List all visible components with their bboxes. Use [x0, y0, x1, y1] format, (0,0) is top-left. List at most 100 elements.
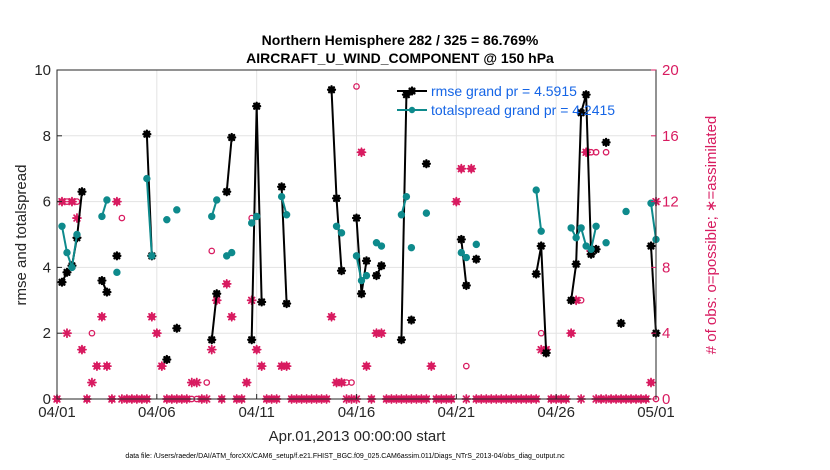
spread-point [572, 234, 580, 242]
spread-point [577, 224, 585, 232]
rmse-point-stroke [223, 188, 231, 196]
obs-assimilated-point-stroke [327, 313, 336, 321]
obs-assimilated-point-stroke [227, 313, 236, 321]
rmse-point-stroke [278, 183, 286, 191]
rmse-point [62, 267, 72, 277]
obs-assimilated-point [251, 344, 262, 355]
rmse-point [581, 90, 591, 100]
obs-assimilated-point [281, 361, 292, 372]
spread-point [73, 230, 81, 239]
obs-assimilated-point-stroke [337, 378, 346, 387]
obs-assimilated-point-stroke [208, 345, 216, 354]
rmse-point [401, 90, 412, 100]
x-tick-label: 04/11 [238, 404, 274, 421]
rmse-point [566, 295, 576, 305]
obs-assimilated-point-stroke [357, 148, 366, 156]
rmse-line [225, 137, 233, 192]
spread-point [213, 196, 221, 204]
totalspread-line [535, 189, 543, 232]
obs-assimilated-point [356, 147, 367, 158]
rmse-point [222, 187, 232, 197]
rmse-point [396, 335, 407, 345]
rmse-point-stroke [113, 252, 121, 260]
rmse-point [142, 129, 152, 139]
y-right-tick-label: 20 [662, 62, 679, 79]
rmse-point-stroke [58, 278, 66, 286]
x-tick-label: 04/06 [138, 404, 176, 421]
spread-point [567, 224, 575, 232]
rmse-point-stroke [397, 336, 406, 344]
spread-point [537, 227, 545, 235]
x-tick-label: 04/16 [338, 404, 376, 421]
obs-assimilated-point-stroke [427, 362, 436, 370]
obs-assimilated-point [241, 377, 252, 388]
rmse-point-stroke [532, 270, 540, 278]
legend-rmse-label: rmse grand pr = 4.5915 [431, 83, 577, 99]
obs-assimilated-point [256, 361, 267, 372]
obs-assimilated-point-stroke [567, 329, 575, 337]
obs-assimilated-point-stroke [282, 362, 291, 370]
rmse-point-stroke [407, 316, 416, 324]
legend-rmse-star [407, 86, 417, 96]
obs-assimilated-point-stroke [63, 329, 71, 337]
rmse-point [227, 132, 237, 143]
rmse-point [326, 85, 337, 95]
obs-assimilated-point [456, 163, 467, 174]
rmse-point [571, 259, 581, 269]
spread-point [228, 248, 236, 257]
obs-assimilated-point [151, 328, 162, 339]
rmse-point [456, 234, 466, 245]
obs-assimilated-point [156, 361, 167, 372]
obs-assimilated-point-stroke [647, 378, 655, 387]
obs-possible-point [203, 379, 211, 386]
spread-point [337, 229, 346, 237]
legend: rmse grand pr = 4.5915 totalspread grand… [397, 83, 615, 118]
obs-assimilated-point-stroke [148, 313, 156, 321]
rmse-point [112, 251, 122, 261]
legend-spread-marker [408, 106, 416, 114]
rmse-point [331, 193, 342, 203]
y-axis-left-label: rmse and totalspread [13, 165, 30, 306]
rmse-point-stroke [472, 255, 480, 263]
obs-possible-point [462, 362, 470, 370]
obs-assimilated-point-stroke [103, 362, 111, 370]
spread-point [587, 245, 595, 254]
spread-point [647, 199, 655, 207]
rmse-point-stroke [647, 242, 655, 250]
obs-assimilated-point [87, 377, 97, 388]
obs-assimilated-point-stroke [158, 362, 166, 370]
spread-point [247, 219, 256, 227]
rmse-point-stroke [253, 102, 261, 110]
spread-point [143, 174, 151, 183]
rmse-point-stroke [228, 133, 236, 142]
spread-point [532, 186, 540, 194]
obs-assimilated-point [62, 328, 72, 339]
rmse-point [361, 256, 372, 266]
rmse-point-stroke [332, 194, 341, 202]
spread-point [113, 268, 121, 277]
rmse-point-stroke [98, 276, 106, 285]
rmse-point-stroke [377, 262, 386, 270]
rmse-point-stroke [258, 298, 266, 306]
spread-point [622, 207, 630, 216]
y-right-tick-label: 8 [662, 259, 670, 276]
rmse-point-stroke [362, 257, 371, 265]
spread-point [407, 243, 416, 252]
obs-assimilated-point-stroke [113, 197, 121, 206]
rmse-point [247, 335, 257, 345]
y-left-tick-label: 8 [43, 128, 51, 145]
obs-assimilated-point-stroke [193, 378, 201, 387]
axes: 04/01 04/06 04/11 04/16 04/21 04/26 05/0102468… [34, 62, 678, 421]
obs-assimilated-point [92, 361, 102, 372]
y-axis-right-label: # of obs: o=possible; ∗=assimilated [703, 116, 720, 355]
rmse-point-stroke [402, 91, 411, 99]
obs-assimilated-point [206, 344, 217, 355]
spread-point [357, 276, 366, 285]
rmse-point-stroke [422, 160, 430, 168]
rmse-point-stroke [173, 324, 181, 332]
rmse-point [536, 241, 546, 251]
rmse-point-stroke [78, 188, 86, 196]
rmse-point [406, 315, 417, 325]
rmse-point-stroke [577, 109, 585, 117]
legend-rmse-star-stroke [408, 87, 416, 95]
